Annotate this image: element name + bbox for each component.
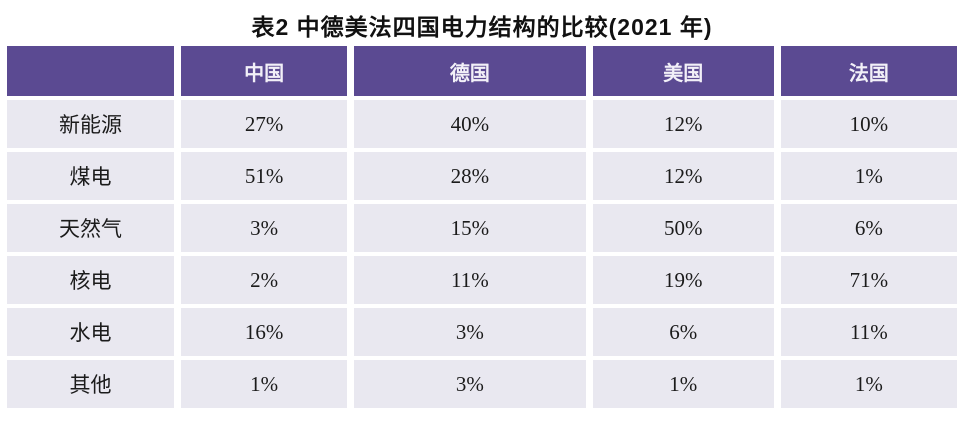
header-cell-country: 法国: [780, 46, 957, 96]
row-label: 水电: [7, 308, 175, 356]
header-cell-country: 美国: [592, 46, 774, 96]
value-cell: 3%: [354, 308, 586, 356]
value-cell: 19%: [592, 256, 774, 304]
value-cell: 3%: [354, 360, 586, 408]
row-label: 核电: [7, 256, 175, 304]
value-cell: 40%: [354, 100, 586, 148]
power-structure-table: 中国 德国 美国 法国 新能源 27% 40% 12% 10% 煤电 51% 28% 12% 1% 天然气…: [0, 42, 964, 412]
value-cell: 2%: [181, 256, 348, 304]
table-row: 其他 1% 3% 1% 1%: [7, 360, 957, 408]
value-cell: 11%: [354, 256, 586, 304]
value-cell: 11%: [780, 308, 957, 356]
value-cell: 6%: [592, 308, 774, 356]
value-cell: 3%: [181, 204, 348, 252]
header-cell-empty: [7, 46, 175, 96]
value-cell: 12%: [592, 100, 774, 148]
value-cell: 16%: [181, 308, 348, 356]
row-label: 其他: [7, 360, 175, 408]
row-label: 新能源: [7, 100, 175, 148]
value-cell: 50%: [592, 204, 774, 252]
value-cell: 15%: [354, 204, 586, 252]
table-body: 新能源 27% 40% 12% 10% 煤电 51% 28% 12% 1% 天然气 3% 15% 50% 6…: [7, 100, 957, 408]
value-cell: 1%: [780, 152, 957, 200]
table-row: 水电 16% 3% 6% 11%: [7, 308, 957, 356]
value-cell: 10%: [780, 100, 957, 148]
value-cell: 12%: [592, 152, 774, 200]
value-cell: 1%: [181, 360, 348, 408]
value-cell: 27%: [181, 100, 348, 148]
row-label: 天然气: [7, 204, 175, 252]
header-cell-country: 德国: [354, 46, 586, 96]
row-label: 煤电: [7, 152, 175, 200]
value-cell: 28%: [354, 152, 586, 200]
table-row: 天然气 3% 15% 50% 6%: [7, 204, 957, 252]
table-title: 表2 中德美法四国电力结构的比较(2021 年): [251, 14, 713, 40]
table-row: 核电 2% 11% 19% 71%: [7, 256, 957, 304]
value-cell: 51%: [181, 152, 348, 200]
table-row: 煤电 51% 28% 12% 1%: [7, 152, 957, 200]
value-cell: 1%: [592, 360, 774, 408]
value-cell: 6%: [780, 204, 957, 252]
value-cell: 71%: [780, 256, 957, 304]
header-cell-country: 中国: [181, 46, 348, 96]
value-cell: 1%: [780, 360, 957, 408]
header-row: 中国 德国 美国 法国: [7, 46, 957, 96]
table-row: 新能源 27% 40% 12% 10%: [7, 100, 957, 148]
